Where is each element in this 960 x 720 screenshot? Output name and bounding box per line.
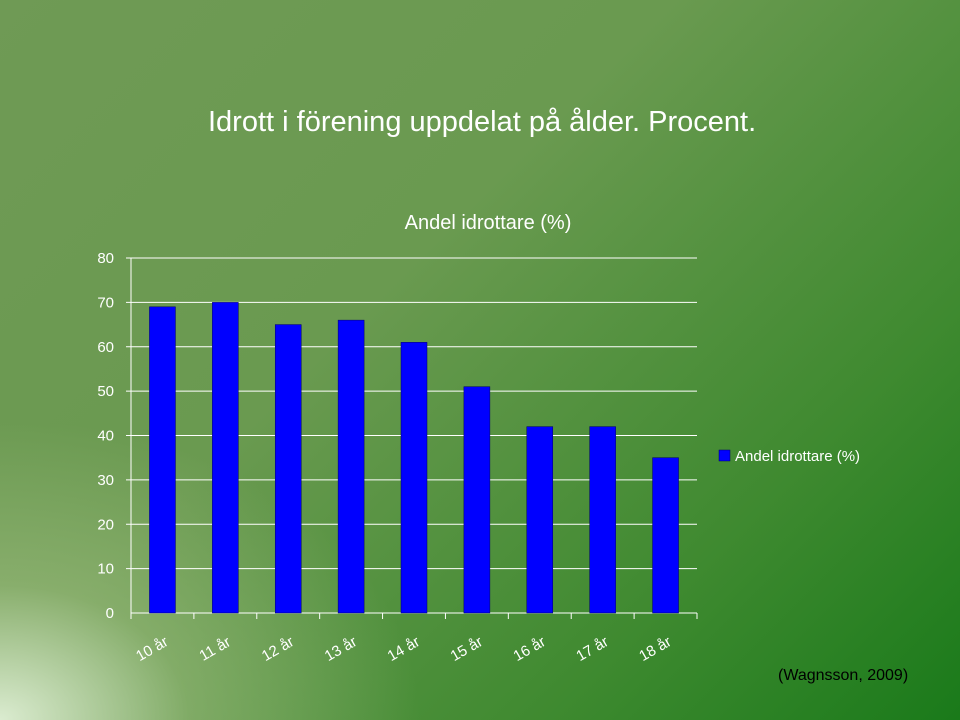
x-tick-label: 10 år xyxy=(133,633,171,665)
y-tick-label: 50 xyxy=(97,383,114,400)
x-tick-label: 14 år xyxy=(385,633,423,665)
legend-swatch xyxy=(718,449,731,462)
x-tick-label: 16 år xyxy=(510,633,548,665)
x-tick-label: 17 år xyxy=(573,633,611,665)
x-tick-label: 18 år xyxy=(636,633,674,665)
x-tick-labels: 10 år 11 år 12 år 13 år 14 år 15 år 16 år 17 år… xyxy=(133,633,674,665)
legend-label: Andel idrottare (%) xyxy=(735,448,860,465)
bar xyxy=(400,342,428,614)
y-tick-label: 70 xyxy=(97,294,114,311)
y-tick-labels: 0 10 20 30 40 50 60 70 80 xyxy=(97,250,114,622)
y-tick-label: 10 xyxy=(97,561,114,578)
x-tick-label: 11 år xyxy=(197,633,234,664)
x-tick-label: 13 år xyxy=(322,633,360,665)
x-tick-label: 15 år xyxy=(448,633,486,665)
y-tick-label: 80 xyxy=(97,250,114,267)
bar xyxy=(589,426,616,614)
y-tick-label: 40 xyxy=(97,428,114,445)
y-tick-label: 0 xyxy=(106,605,114,622)
bar xyxy=(337,319,365,614)
chart-title: Andel idrottare (%) xyxy=(404,212,572,234)
bar xyxy=(149,306,176,614)
bar xyxy=(274,324,302,614)
bar xyxy=(463,386,491,614)
x-tick-label: 12 år xyxy=(259,633,297,665)
bar xyxy=(526,426,554,614)
y-tick-label: 20 xyxy=(97,516,114,533)
bar xyxy=(652,457,679,614)
slide-title: Idrott i förening uppdelat på ålder. Pro… xyxy=(208,106,757,138)
source-citation: (Wagnsson, 2009) xyxy=(778,667,909,684)
legend: Andel idrottare (%) xyxy=(718,448,860,465)
bar xyxy=(212,302,239,614)
bars xyxy=(149,302,679,614)
y-tick-label: 30 xyxy=(97,472,114,489)
y-tick-label: 60 xyxy=(97,339,114,356)
